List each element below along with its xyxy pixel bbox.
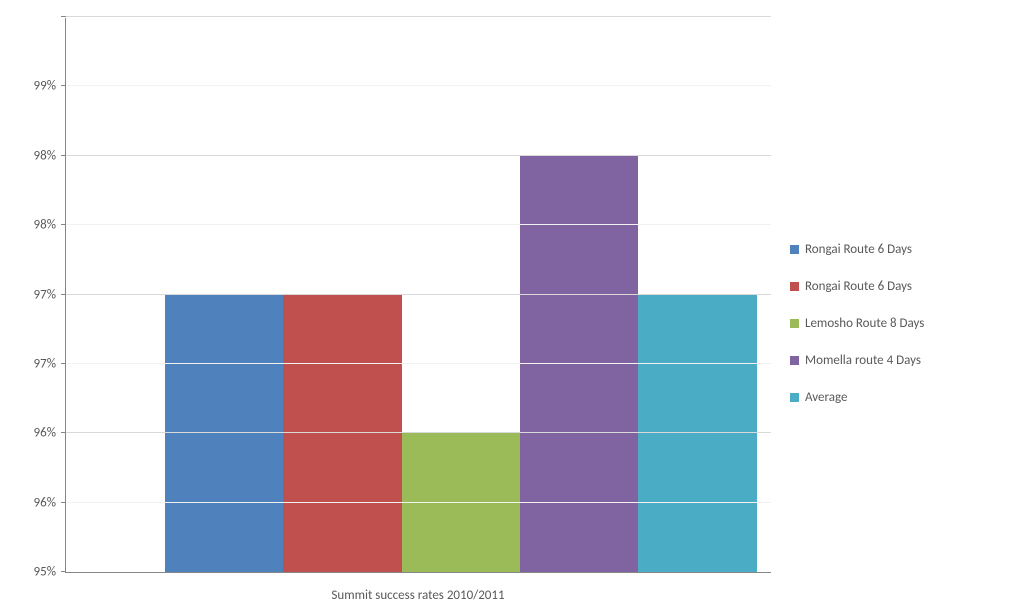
gridline-minor <box>66 224 771 225</box>
y-axis-label: 96% <box>34 426 56 441</box>
y-axis-label: 97% <box>34 287 56 302</box>
bar <box>638 295 756 573</box>
y-axis-label: 97% <box>34 356 56 371</box>
chart-container: 95%96%96%97%97%98%98%99% Summit success … <box>10 10 1008 606</box>
y-tick <box>61 155 66 156</box>
legend-swatch <box>790 356 799 365</box>
bar <box>520 156 638 572</box>
bar <box>402 433 520 572</box>
bar <box>165 295 283 573</box>
x-axis-label: Summit success rates 2010/2011 <box>65 588 771 603</box>
y-axis-label: 98% <box>34 148 56 163</box>
legend-label: Lemosho Route 8 Days <box>805 316 924 331</box>
gridline-major <box>66 294 771 295</box>
legend-swatch <box>790 319 799 328</box>
gridline-major <box>66 432 771 433</box>
bar <box>283 295 401 573</box>
y-axis-label: 96% <box>34 495 56 510</box>
legend-item: Momella route 4 Days <box>790 353 924 368</box>
gridline-minor <box>66 85 771 86</box>
legend-label: Rongai Route 6 Days <box>805 279 912 294</box>
legend-item: Rongai Route 6 Days <box>790 279 924 294</box>
gridline-minor <box>66 363 771 364</box>
y-tick <box>61 294 66 295</box>
y-tick <box>61 571 66 572</box>
gridline-major <box>66 16 771 17</box>
gridline-major <box>66 155 771 156</box>
y-tick <box>61 432 66 433</box>
legend-item: Rongai Route 6 Days <box>790 242 924 257</box>
y-tick <box>61 224 66 225</box>
y-tick <box>61 502 66 503</box>
y-axis-label: 99% <box>34 79 56 94</box>
y-axis-label: 95% <box>34 565 56 580</box>
legend: Rongai Route 6 Days Rongai Route 6 Days Le… <box>790 220 924 427</box>
legend-swatch <box>790 282 799 291</box>
plot-area: 95%96%96%97%97%98%98%99% <box>65 18 771 573</box>
legend-item: Average <box>790 390 924 405</box>
y-tick <box>61 363 66 364</box>
legend-item: Lemosho Route 8 Days <box>790 316 924 331</box>
legend-label: Average <box>805 390 847 405</box>
y-tick <box>61 85 66 86</box>
legend-label: Momella route 4 Days <box>805 353 921 368</box>
gridline-minor <box>66 502 771 503</box>
legend-label: Rongai Route 6 Days <box>805 242 912 257</box>
legend-swatch <box>790 245 799 254</box>
legend-swatch <box>790 393 799 402</box>
y-tick <box>61 16 66 17</box>
y-axis-label: 98% <box>34 218 56 233</box>
bars-group <box>66 18 771 572</box>
